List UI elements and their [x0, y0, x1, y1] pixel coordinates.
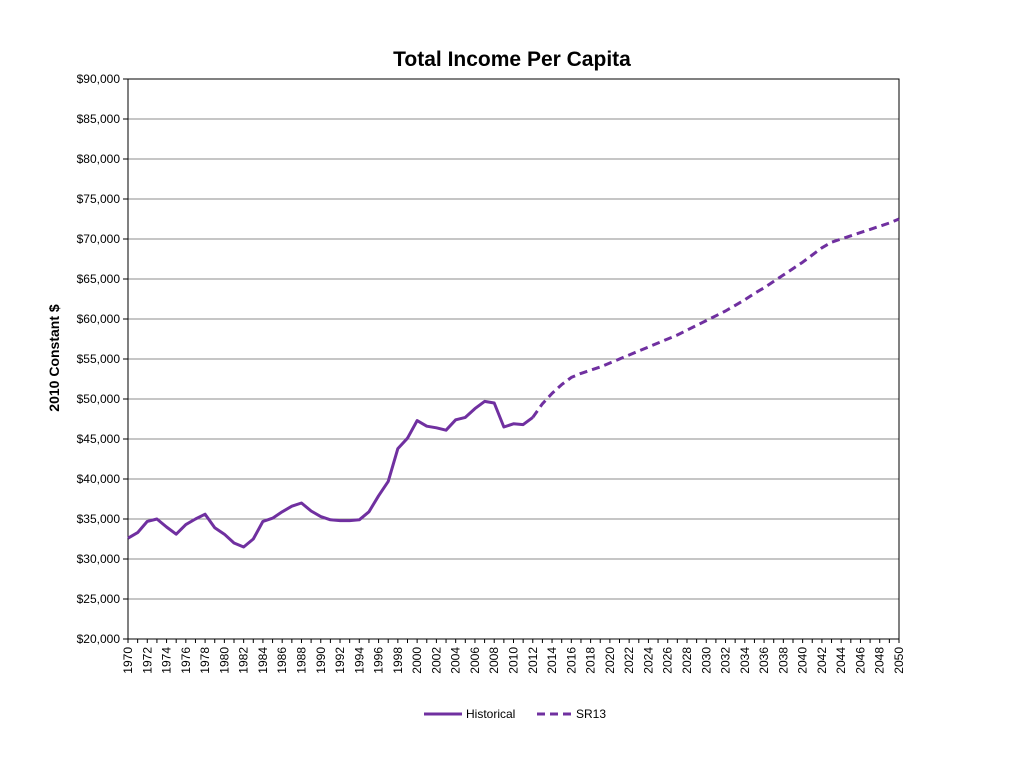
x-tick-label: 1988: [294, 647, 308, 674]
legend-label-historical: Historical: [466, 707, 515, 721]
legend-label-sr13: SR13: [576, 707, 606, 721]
x-tick-label: 2008: [487, 647, 501, 674]
series-lines: [127, 217, 900, 549]
x-tick-label: 1998: [391, 647, 405, 674]
x-tick-label: 2012: [526, 647, 540, 674]
y-tick-label: $65,000: [77, 272, 121, 286]
y-axis-ticks: $20,000 $25,000 $30,000 $35,000 $40,000 $45,0…: [77, 72, 128, 646]
legend: Historical SR13: [424, 707, 606, 721]
x-tick-label: 2022: [622, 647, 636, 674]
x-tick-label: 1984: [256, 647, 270, 674]
x-tick-label: 2030: [699, 647, 713, 674]
x-tick-label: 1972: [140, 647, 154, 674]
x-tick-label: 2004: [449, 647, 463, 674]
x-tick-label: 1994: [352, 647, 366, 674]
y-tick-label: $70,000: [77, 232, 121, 246]
y-tick-label: $75,000: [77, 192, 121, 206]
y-tick-label: $90,000: [77, 72, 121, 86]
y-tick-label: $25,000: [77, 592, 121, 606]
x-tick-label: 2046: [853, 647, 867, 674]
y-tick-label: $45,000: [77, 432, 121, 446]
x-tick-label: 1980: [217, 647, 231, 674]
x-tick-label: 2014: [545, 647, 559, 674]
x-tick-label: 2044: [834, 647, 848, 674]
x-tick-label: 2006: [468, 647, 482, 674]
x-tick-label: 2034: [738, 647, 752, 674]
y-tick-label: $30,000: [77, 552, 121, 566]
x-tick-label: 1996: [372, 647, 386, 674]
y-tick-label: $50,000: [77, 392, 121, 406]
x-tick-label: 1974: [160, 647, 174, 674]
x-tick-label: 2020: [603, 647, 617, 674]
x-tick-label: 1982: [237, 647, 251, 674]
y-tick-label: $20,000: [77, 632, 121, 646]
gridlines: [128, 78, 899, 640]
x-tick-label: 2026: [661, 647, 675, 674]
series-line-sr13: [531, 217, 900, 419]
y-tick-label: $40,000: [77, 472, 121, 486]
chart-title: Total Income Per Capita: [393, 48, 631, 71]
y-tick-label: $35,000: [77, 512, 121, 526]
x-tick-label: 2040: [796, 647, 810, 674]
x-tick-label: 2050: [892, 647, 906, 674]
x-tick-label: 2018: [584, 647, 598, 674]
x-tick-label: 2000: [410, 647, 424, 674]
x-tick-label: 2016: [564, 647, 578, 674]
x-tick-label: 1992: [333, 647, 347, 674]
plot-area: [127, 78, 900, 640]
series-line-historical: [127, 399, 534, 549]
x-axis-ticks: 1970 1972 1974 1976 1978 1980 1982 1984 1986 1988…: [121, 639, 906, 674]
x-tick-label: 2038: [776, 647, 790, 674]
y-tick-label: $85,000: [77, 112, 121, 126]
x-tick-label: 1978: [198, 647, 212, 674]
x-tick-label: 2032: [719, 647, 733, 674]
x-tick-label: 2024: [641, 647, 655, 674]
x-tick-label: 2028: [680, 647, 694, 674]
x-tick-label: 2010: [507, 647, 521, 674]
x-tick-label: 1976: [179, 647, 193, 674]
x-tick-label: 2002: [429, 647, 443, 674]
y-axis-label: 2010 Constant $: [46, 304, 62, 412]
y-tick-label: $60,000: [77, 312, 121, 326]
x-tick-label: 1986: [275, 647, 289, 674]
x-tick-label: 1990: [314, 647, 328, 674]
x-tick-label: 1970: [121, 647, 135, 674]
y-tick-label: $80,000: [77, 152, 121, 166]
y-tick-label: $55,000: [77, 352, 121, 366]
x-tick-label: 2042: [815, 647, 829, 674]
x-tick-label: 2036: [757, 647, 771, 674]
x-tick-label: 2048: [873, 647, 887, 674]
